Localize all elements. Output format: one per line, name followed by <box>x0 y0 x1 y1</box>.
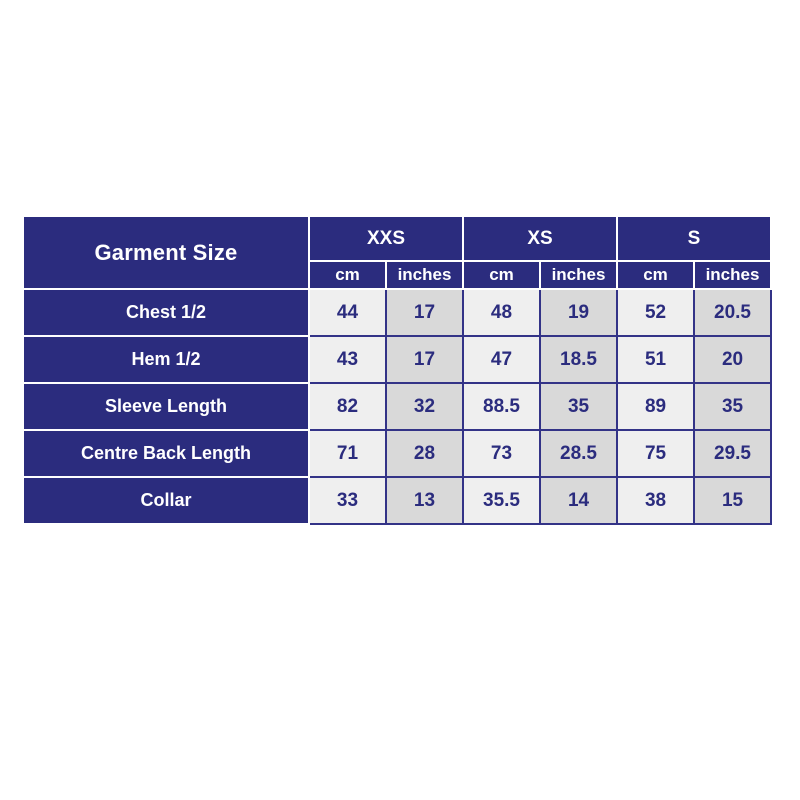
table-row-collar: Collar 33 13 35.5 14 38 15 <box>22 476 773 525</box>
table-row-sleeve: Sleeve Length 82 32 88.5 35 89 35 <box>22 382 773 431</box>
size-header-xs: XS <box>461 215 619 262</box>
cell-collar-xxs-inches: 13 <box>385 476 464 525</box>
unit-header-cm-xxs: cm <box>308 260 387 290</box>
table-row-centre-back: Centre Back Length 71 28 73 28.5 75 29.5 <box>22 429 773 478</box>
size-header-row: Garment Size XXS XS S <box>22 215 773 290</box>
cell-centre-back-xxs-cm: 71 <box>308 429 387 478</box>
row-label-chest: Chest 1/2 <box>22 288 310 337</box>
cell-chest-xxs-cm: 44 <box>308 288 387 337</box>
cell-sleeve-xs-inches: 35 <box>538 382 619 431</box>
cell-chest-xs-cm: 48 <box>462 288 541 337</box>
cell-hem-xs-inches: 18.5 <box>538 335 619 384</box>
cell-sleeve-s-inches: 35 <box>693 382 773 431</box>
cell-chest-s-cm: 52 <box>616 288 696 337</box>
garment-size-title: Garment Size <box>22 215 310 290</box>
cell-hem-s-inches: 20 <box>693 335 773 384</box>
garment-size-table: Garment Size XXS XS S cm inches cm inche… <box>22 215 773 525</box>
row-label-sleeve: Sleeve Length <box>22 382 310 431</box>
cell-centre-back-xxs-inches: 28 <box>385 429 464 478</box>
cell-collar-s-cm: 38 <box>616 476 696 525</box>
unit-header-inches-s: inches <box>693 260 773 290</box>
cell-sleeve-xs-cm: 88.5 <box>462 382 541 431</box>
cell-collar-xxs-cm: 33 <box>308 476 387 525</box>
table-row-chest: Chest 1/2 44 17 48 19 52 20.5 <box>22 288 773 337</box>
unit-header-inches-xs: inches <box>538 260 619 290</box>
cell-sleeve-xxs-cm: 82 <box>308 382 387 431</box>
unit-header-cm-xs: cm <box>462 260 541 290</box>
row-label-hem: Hem 1/2 <box>22 335 310 384</box>
cell-hem-xxs-cm: 43 <box>308 335 387 384</box>
unit-header-row: cm inches cm inches cm inches <box>23 260 773 290</box>
row-label-centre-back: Centre Back Length <box>22 429 310 478</box>
cell-sleeve-xxs-inches: 32 <box>385 382 464 431</box>
cell-collar-xs-cm: 35.5 <box>462 476 541 525</box>
cell-hem-xs-cm: 47 <box>462 335 541 384</box>
cell-hem-xxs-inches: 17 <box>385 335 464 384</box>
unit-header-cm-s: cm <box>616 260 696 290</box>
size-header-xxs: XXS <box>308 215 464 262</box>
cell-collar-s-inches: 15 <box>693 476 773 525</box>
table-row-hem: Hem 1/2 43 17 47 18.5 51 20 <box>22 335 773 384</box>
cell-centre-back-xs-inches: 28.5 <box>538 429 619 478</box>
cell-hem-s-cm: 51 <box>616 335 696 384</box>
cell-centre-back-s-cm: 75 <box>616 429 696 478</box>
cell-sleeve-s-cm: 89 <box>616 382 696 431</box>
cell-chest-xxs-inches: 17 <box>385 288 464 337</box>
row-label-collar: Collar <box>22 476 310 525</box>
cell-centre-back-s-inches: 29.5 <box>693 429 773 478</box>
size-header-s: S <box>616 215 773 262</box>
cell-centre-back-xs-cm: 73 <box>462 429 541 478</box>
cell-collar-xs-inches: 14 <box>538 476 619 525</box>
cell-chest-xs-inches: 19 <box>538 288 619 337</box>
cell-chest-s-inches: 20.5 <box>693 288 773 337</box>
unit-header-inches-xxs: inches <box>385 260 464 290</box>
